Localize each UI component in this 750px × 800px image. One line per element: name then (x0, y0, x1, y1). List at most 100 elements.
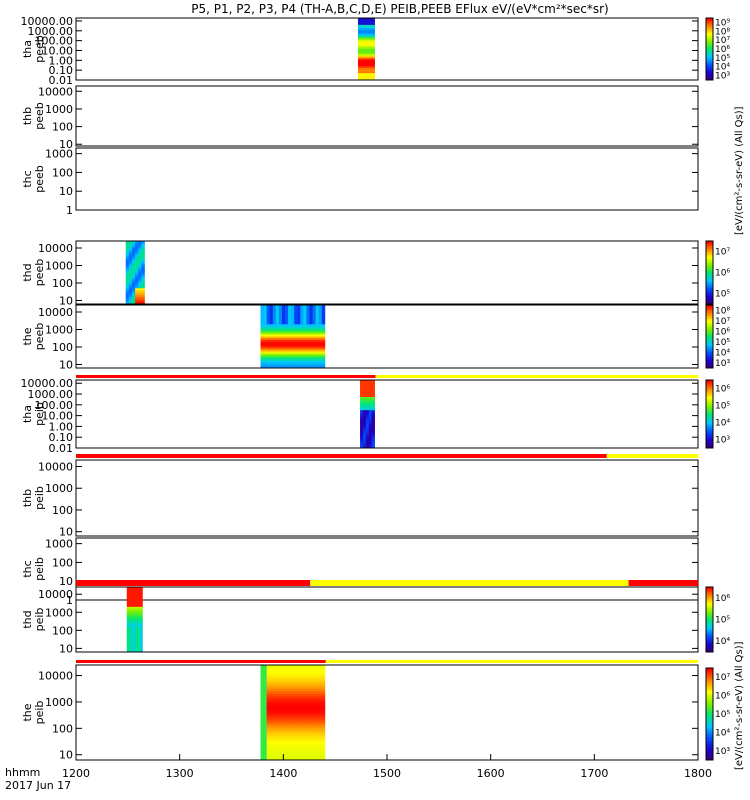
spectrogram-cell (272, 366, 277, 369)
spectrogram-cell (297, 683, 301, 687)
spectrogram-cell (126, 612, 131, 615)
spectrogram-cell (269, 327, 274, 330)
colorbar-cell (706, 55, 713, 58)
spectrogram-cell (141, 262, 145, 265)
spectrogram-cell (312, 717, 317, 721)
spectrogram-cell (309, 675, 313, 679)
spectrogram-cell (300, 357, 304, 360)
spectrogram-cell (275, 667, 280, 671)
spectrogram-cell (306, 699, 310, 703)
spectrogram-cell (129, 628, 134, 631)
spectrogram-cell (360, 414, 364, 417)
spectrogram-cell (369, 54, 373, 57)
colorbar-cell (706, 305, 713, 307)
spectrogram-cell (366, 66, 370, 69)
spectrogram-cell (288, 709, 292, 713)
spectrogram-cell (297, 667, 301, 671)
spectrogram-cell (260, 699, 264, 703)
spectrogram-cell (281, 704, 286, 708)
spectrogram-cell (126, 642, 131, 646)
spectrogram-cell (318, 730, 323, 735)
spectrogram-cell (285, 733, 289, 737)
spectrogram-cell (371, 434, 375, 438)
spectrogram-cell (306, 329, 310, 332)
spectrogram-cell (297, 688, 301, 692)
spectrogram-cell (272, 741, 277, 745)
spectrogram-cell (315, 355, 320, 358)
spectrogram-cell (300, 354, 304, 357)
spectrogram-cell (306, 310, 310, 313)
colorbar-tick-label: 10⁷ (715, 36, 730, 46)
colorbar-cell (706, 56, 713, 59)
spectrogram-cell (129, 597, 134, 601)
colorbar-frame (705, 240, 714, 305)
spectrogram-cell (128, 302, 133, 305)
spectrogram-cell (318, 320, 323, 323)
spectrogram-cell (306, 343, 310, 346)
spectrogram-cell (275, 317, 280, 320)
y-tick-label: 10 (59, 642, 73, 655)
colorbar-cell (706, 272, 713, 275)
spectrogram-cell (139, 590, 143, 593)
spectrogram-cell (306, 338, 310, 341)
spectrogram-cell (318, 665, 323, 669)
spectrogram-cell (266, 749, 271, 753)
spectrogram-cell (300, 686, 304, 690)
spectrogram-cell (371, 54, 375, 57)
spectrogram-cell (312, 324, 317, 327)
spectrogram-cell (266, 317, 271, 320)
spectrogram-cell (281, 348, 286, 351)
spectrogram-cell (136, 615, 140, 619)
colorbar-cell (706, 431, 713, 434)
spectrogram-cell (297, 361, 301, 364)
spectrogram-cell (357, 52, 362, 55)
spectrogram-cell (285, 366, 289, 369)
spectrogram-cell (125, 295, 130, 298)
spectrogram-cell (263, 704, 268, 708)
spectrogram-cell (269, 738, 274, 742)
spectrogram-cell (275, 696, 280, 700)
spectrogram-cell (266, 696, 271, 700)
spectrogram-block (360, 380, 375, 449)
spectrogram-cell (360, 389, 364, 392)
spectrogram-cell (129, 630, 134, 633)
spectrogram-cell (281, 730, 286, 735)
spectrogram-cell (321, 744, 326, 748)
spectrogram-cell (365, 389, 370, 392)
spectrogram-cell (318, 715, 323, 719)
spectrogram-cell (368, 419, 373, 422)
spectrogram-cell (371, 425, 375, 428)
spectrogram-cell (300, 308, 304, 311)
spectrogram-cell (269, 741, 274, 745)
spectrogram-cell (281, 320, 286, 323)
spectrogram-cell (269, 704, 274, 708)
spectrogram-cell (263, 691, 268, 695)
panel-product-label: peeb (33, 165, 46, 193)
spectrogram-cell (128, 260, 133, 263)
colorbar-cell (706, 410, 713, 413)
colorbar-label-top: [eV/(cm²-s-sr-eV) (All Qs)] (734, 106, 745, 235)
colorbar-cell (706, 681, 713, 685)
colorbar-cell (706, 400, 713, 403)
spectrogram-cell (129, 608, 134, 611)
spectrogram-cell (365, 427, 370, 430)
spectrogram-cell (263, 312, 268, 315)
colorbar-cell (706, 737, 713, 740)
spectrogram-cell (266, 364, 271, 367)
spectrogram-cell (133, 592, 137, 595)
spectrogram-cell (321, 361, 326, 364)
spectrogram-cell (297, 723, 301, 727)
spectrogram-cell (269, 736, 274, 740)
spectrogram-cell (281, 696, 286, 700)
spectrogram-cell (131, 258, 136, 261)
spectrogram-cell (125, 279, 130, 282)
spectrogram-cell (318, 720, 323, 724)
spectrogram-cell (288, 361, 292, 364)
spectrogram-cell (260, 308, 264, 311)
spectrogram-cell (306, 707, 310, 711)
spectrogram-cell (129, 601, 134, 604)
spectrogram-cell (368, 415, 373, 419)
y-tick-label: 1000 (45, 103, 73, 116)
spectrogram-cell (138, 270, 142, 273)
colorbar-tick-label: 10⁴ (715, 637, 730, 647)
